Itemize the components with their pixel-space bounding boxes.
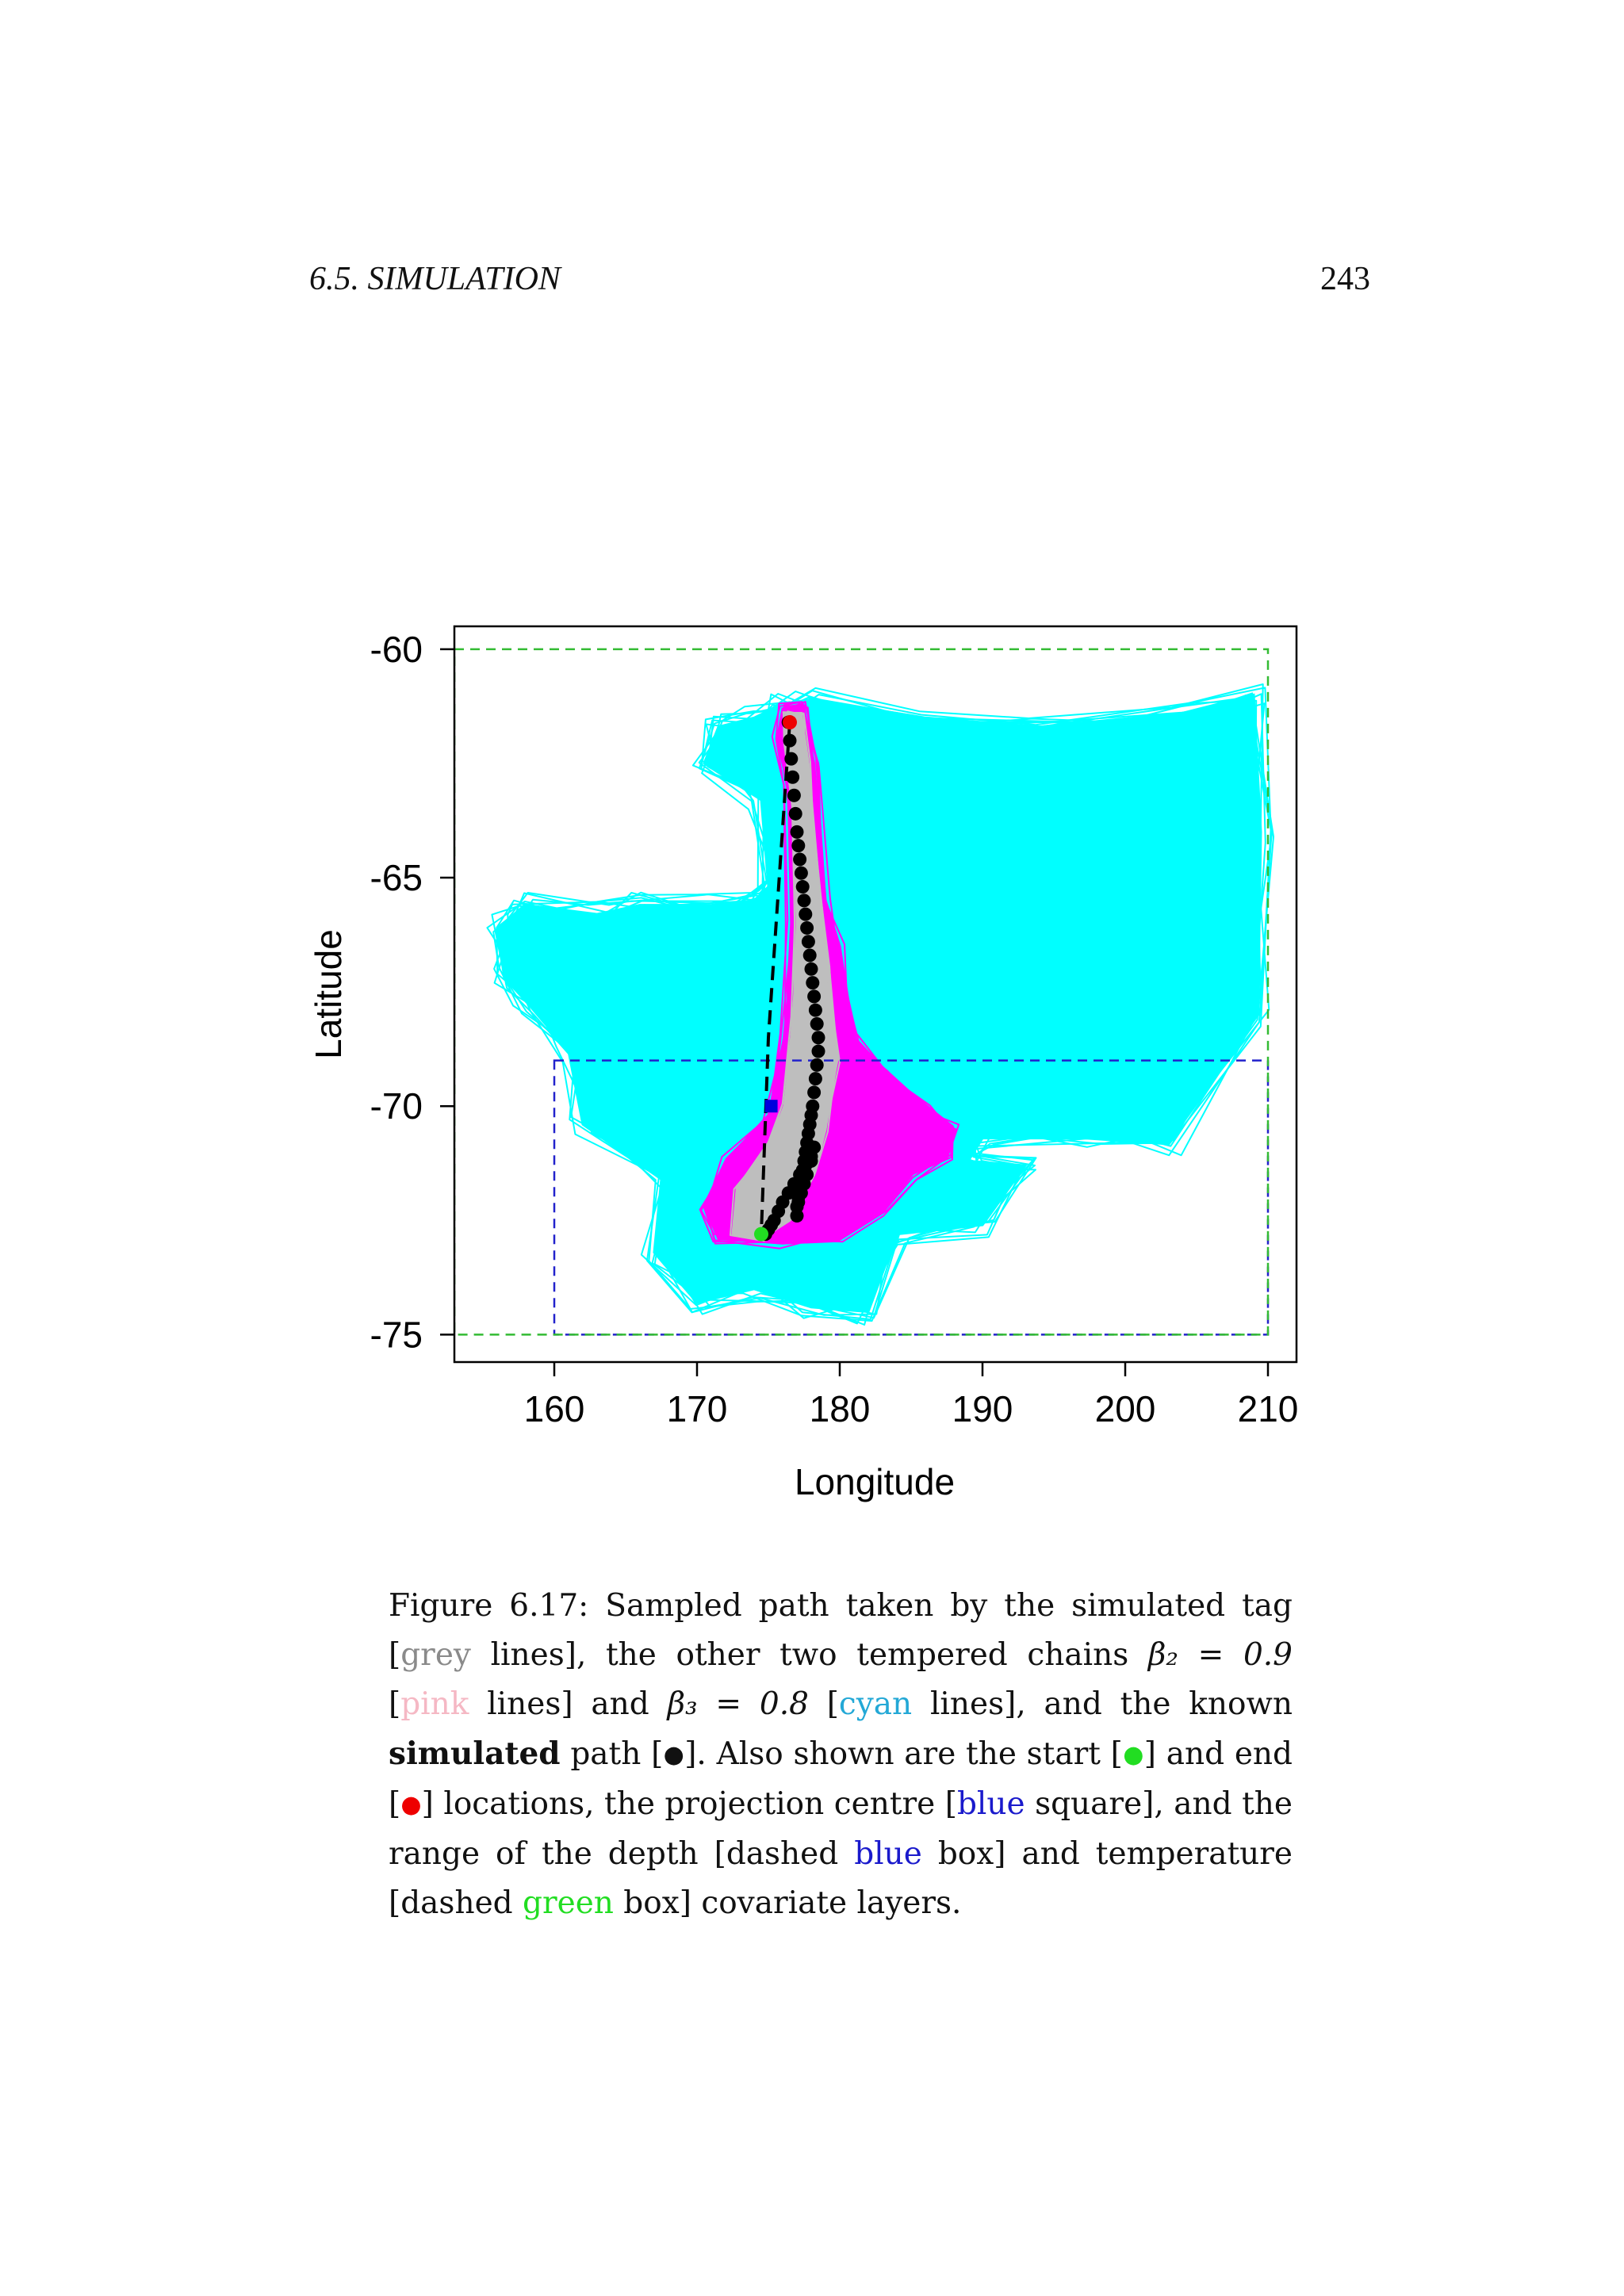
caption-text-12: box] covariate layers. — [613, 1885, 962, 1921]
caption-black-dot: ● — [663, 1741, 685, 1769]
known-path-point — [791, 839, 806, 853]
known-path-point — [804, 962, 818, 976]
known-path-point — [790, 1209, 804, 1223]
x-tick-label: 160 — [524, 1388, 585, 1429]
known-path-point — [784, 752, 799, 766]
y-tick-label: -65 — [370, 857, 423, 898]
caption-red-dot: ● — [400, 1791, 422, 1819]
x-tick-label: 190 — [952, 1388, 1013, 1429]
y-tick-label: -70 — [370, 1085, 423, 1127]
projection-centre-square — [764, 1100, 778, 1113]
figure-6-17-plot: 160 170 180 190 200 210 -60 -65 -70 -75 Longitude… — [308, 625, 1299, 1502]
cyan-chain-trace — [492, 683, 1264, 1310]
known-path-point — [799, 907, 813, 921]
known-path-point — [808, 1003, 822, 1017]
known-path-point — [807, 989, 822, 1004]
known-path-point — [810, 1016, 824, 1031]
known-path-point — [807, 1085, 822, 1100]
cyan-chain-trace — [496, 691, 1266, 1319]
caption-text-11: box] and temperature [dashed — [389, 1836, 1293, 1921]
caption-text-1: lines], the other two tempered chains — [470, 1637, 1148, 1673]
x-axis-label: Longitude — [795, 1461, 955, 1502]
caption-bold-simulated: simulated — [389, 1735, 561, 1772]
caption-text-5: lines], and the known — [912, 1686, 1293, 1722]
known-path-point — [802, 948, 817, 962]
caption-blue-word-2: blue — [854, 1836, 922, 1872]
end-point — [783, 715, 797, 730]
known-path-point — [810, 1058, 824, 1072]
caption-text-7: ]. Also shown are the start [ — [684, 1736, 1123, 1772]
known-path-point — [800, 920, 814, 935]
known-path-point — [795, 880, 810, 894]
page-number: 243 — [1320, 261, 1370, 297]
cyan-chain-trace — [493, 693, 1266, 1319]
known-path-point — [787, 788, 801, 802]
figure-caption: Figure 6.17: Sampled path taken by the s… — [389, 1582, 1293, 1928]
y-tick-label: -75 — [370, 1314, 423, 1355]
depth-box — [553, 1059, 1270, 1336]
caption-green-dot: ● — [1122, 1741, 1144, 1769]
known-path-point — [806, 976, 820, 990]
cyan-chain-trace — [500, 690, 1272, 1321]
temperature-box — [454, 648, 1270, 1336]
cyan-chain-trace — [507, 692, 1270, 1322]
x-tick-label: 170 — [667, 1388, 728, 1429]
caption-green-word: green — [523, 1885, 614, 1921]
caption-grey-word: grey — [400, 1637, 471, 1673]
caption-text-9: ] locations, the projection centre [ — [421, 1786, 957, 1822]
dashed-connector — [760, 721, 791, 1234]
known-path-point — [797, 894, 811, 908]
known-path-point — [786, 770, 800, 784]
running-head: 6.5. SIMULATION — [309, 261, 561, 297]
caption-text-10: square], and the range of the depth [das… — [389, 1786, 1293, 1872]
x-tick-label: 210 — [1238, 1388, 1299, 1429]
known-path-point — [790, 825, 804, 839]
x-tick-label: 200 — [1095, 1388, 1156, 1429]
x-tick-label: 180 — [810, 1388, 871, 1429]
plot-frame — [453, 625, 1298, 1364]
caption-cyan-word: cyan — [838, 1686, 913, 1722]
caption-lead: Figure 6.17: Sampled path taken by the s… — [389, 1588, 1293, 1673]
y-axis-label: Latitude — [308, 929, 349, 1059]
known-path-point — [793, 852, 807, 867]
y-tick-label: -60 — [370, 629, 423, 670]
caption-text-6: path [ — [560, 1736, 664, 1772]
start-point — [754, 1226, 768, 1242]
grey-chain-trace — [733, 710, 839, 1242]
magenta-chain-trace — [707, 701, 953, 1245]
known-path-point — [788, 806, 802, 821]
known-path-point — [811, 1044, 825, 1058]
known-path-point — [801, 935, 815, 949]
known-path-point — [783, 733, 797, 748]
caption-beta3: β₃ = 0.8 — [667, 1686, 809, 1722]
known-path-point — [808, 1072, 822, 1086]
caption-text-4: [ — [808, 1686, 839, 1722]
caption-blue-word-1: blue — [956, 1786, 1025, 1822]
caption-text-2: [ — [389, 1686, 401, 1722]
caption-text-8: ] and end [ — [389, 1736, 1293, 1822]
known-path-point — [794, 866, 808, 880]
known-path-point — [811, 1031, 825, 1045]
cyan-chain-trace — [507, 687, 1273, 1315]
caption-pink-word: pink — [400, 1686, 469, 1722]
caption-text-3: lines] and — [469, 1686, 668, 1722]
caption-beta2: β₂ = 0.9 — [1147, 1637, 1293, 1673]
